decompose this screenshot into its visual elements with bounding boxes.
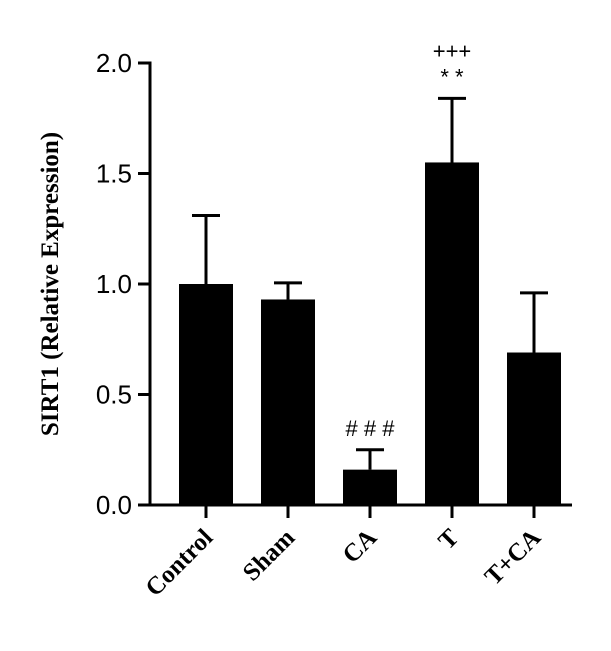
x-tick-label: T <box>433 524 464 555</box>
significance-marker: # # # <box>346 416 396 441</box>
significance-annotations: # # # +++* * <box>346 38 472 440</box>
x-tick-label: T+CA <box>480 524 546 590</box>
bar-t <box>425 162 479 505</box>
y-tick-label: 0.5 <box>96 380 132 410</box>
bar-sham <box>261 299 315 505</box>
significance-marker: +++ <box>433 38 472 63</box>
bars <box>179 162 561 505</box>
bar-control <box>179 284 233 505</box>
y-tick-label: 1.5 <box>96 159 132 189</box>
x-tick-label: Control <box>141 524 219 602</box>
y-tick-label: 1.0 <box>96 269 132 299</box>
x-axis: Control Sham CA T T+CA <box>141 503 572 602</box>
y-ticks: 0.0 0.5 1.0 1.5 2.0 <box>96 48 150 520</box>
bar-ca <box>343 469 397 505</box>
x-ticks: Control Sham CA T T+CA <box>141 505 546 602</box>
y-axis: 0.0 0.5 1.0 1.5 2.0 <box>96 48 152 520</box>
y-axis-label: SIRT1 (Relative Expression) <box>37 132 64 436</box>
x-tick-label: CA <box>338 524 383 569</box>
error-bars <box>192 96 548 470</box>
significance-marker: * * <box>440 64 464 89</box>
y-tick-label: 2.0 <box>96 48 132 78</box>
x-tick-label: Sham <box>238 524 300 586</box>
bar-t-ca <box>507 352 561 505</box>
y-tick-label: 0.0 <box>96 490 132 520</box>
